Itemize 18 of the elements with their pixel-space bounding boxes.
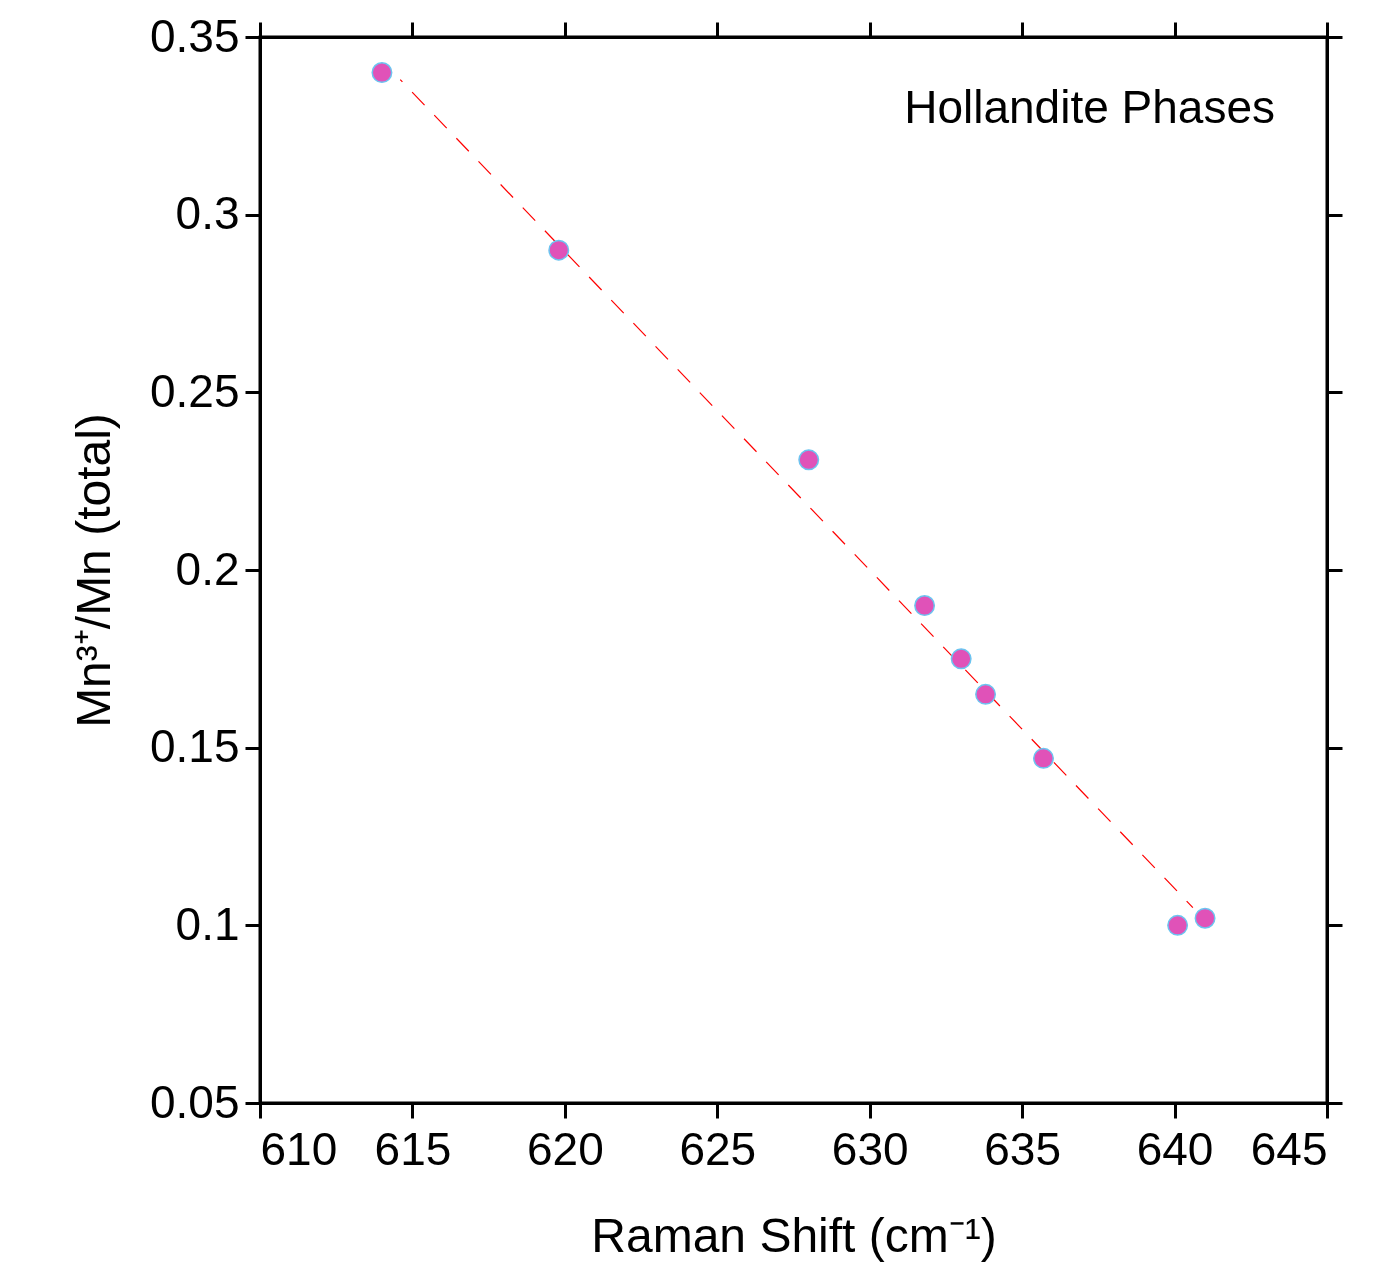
x-tick-label: 610 [260,1122,338,1175]
y-tick-label: 0.05 [149,1075,240,1128]
x-tick-label: 640 [1136,1122,1214,1175]
x-tick-label: 635 [984,1122,1062,1175]
x-tick-label: 645 [1250,1122,1328,1175]
x-tick-label: 630 [831,1122,909,1175]
y-axis-title: Mn³⁺/Mn (total) [66,413,120,728]
x-tick-label: 620 [526,1122,604,1175]
y-tick-label: 0.35 [149,9,240,62]
y-tick-label: 0.25 [149,364,240,417]
y-tick-label: 0.2 [175,542,240,595]
y-tick-label: 0.1 [175,897,240,950]
x-tick-label: 615 [374,1122,452,1175]
x-tick-label: 625 [679,1122,757,1175]
y-tick-label: 0.15 [149,720,240,773]
y-tick-label: 0.3 [175,187,240,240]
x-axis-title: Raman Shift (cm⁻¹) [591,1208,997,1262]
annotation: Hollandite Phases [904,81,1275,133]
